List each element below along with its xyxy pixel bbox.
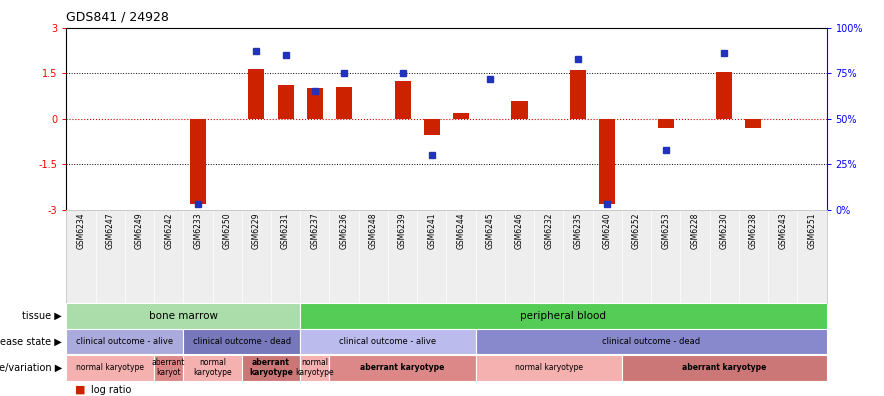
Text: GSM6228: GSM6228 (690, 213, 699, 249)
Text: normal karyotype: normal karyotype (514, 363, 583, 372)
Bar (453, 113, 469, 119)
Text: GSM6229: GSM6229 (252, 213, 261, 249)
Bar (621, 355, 827, 381)
Text: clinical outcome - alive: clinical outcome - alive (76, 337, 173, 346)
Text: clinical outcome - dead: clinical outcome - dead (602, 337, 700, 346)
Bar (512, 101, 528, 119)
Bar (476, 329, 827, 354)
Bar (658, 119, 674, 128)
Bar (570, 70, 586, 119)
Bar (154, 355, 183, 381)
Text: GSM6237: GSM6237 (310, 213, 319, 249)
Text: GSM6250: GSM6250 (223, 213, 232, 249)
Text: clinical outcome - alive: clinical outcome - alive (339, 337, 437, 346)
Text: clinical outcome - dead: clinical outcome - dead (193, 337, 291, 346)
Text: GSM6233: GSM6233 (194, 213, 202, 249)
Text: GSM6245: GSM6245 (486, 213, 495, 249)
Text: tissue ▶: tissue ▶ (22, 311, 62, 321)
Text: GSM6249: GSM6249 (135, 213, 144, 249)
Text: GSM6244: GSM6244 (456, 213, 466, 249)
Text: disease state ▶: disease state ▶ (0, 337, 62, 347)
Bar (241, 355, 301, 381)
Bar (278, 86, 293, 119)
Text: aberrant
karyotype: aberrant karyotype (249, 358, 293, 377)
Text: GSM6253: GSM6253 (661, 213, 670, 249)
Text: GSM6248: GSM6248 (369, 213, 377, 249)
Bar (183, 329, 301, 354)
Text: GSM6238: GSM6238 (749, 213, 758, 249)
Bar (394, 81, 410, 119)
Text: normal
karyotype: normal karyotype (194, 358, 232, 377)
Text: GSM6241: GSM6241 (427, 213, 437, 249)
Text: GSM6240: GSM6240 (603, 213, 612, 249)
Bar (190, 119, 206, 204)
Text: GSM6246: GSM6246 (515, 213, 524, 249)
Text: GSM6230: GSM6230 (720, 213, 728, 249)
Text: GSM6251: GSM6251 (807, 213, 817, 249)
Bar (183, 355, 241, 381)
Text: genotype/variation ▶: genotype/variation ▶ (0, 363, 62, 373)
Bar (66, 303, 301, 329)
Text: bone marrow: bone marrow (149, 311, 217, 321)
Text: GDS841 / 24928: GDS841 / 24928 (66, 11, 169, 24)
Bar (301, 329, 476, 354)
Bar (301, 303, 827, 329)
Text: log ratio: log ratio (91, 385, 132, 394)
Text: GSM6242: GSM6242 (164, 213, 173, 249)
Text: GSM6252: GSM6252 (632, 213, 641, 249)
Bar (716, 72, 732, 119)
Text: ■: ■ (75, 385, 86, 394)
Bar (336, 87, 352, 119)
Text: GSM6232: GSM6232 (545, 213, 553, 249)
Text: GSM6231: GSM6231 (281, 213, 290, 249)
Bar (248, 69, 264, 119)
Text: normal karyotype: normal karyotype (76, 363, 144, 372)
Text: normal
karyotype: normal karyotype (295, 358, 334, 377)
Bar (66, 329, 183, 354)
Bar (330, 355, 476, 381)
Bar (599, 119, 615, 204)
Bar (307, 88, 323, 119)
Text: GSM6234: GSM6234 (76, 213, 86, 249)
Text: aberrant
karyot: aberrant karyot (152, 358, 186, 377)
Text: GSM6239: GSM6239 (398, 213, 407, 249)
Text: GSM6247: GSM6247 (106, 213, 115, 249)
Bar (476, 355, 621, 381)
Text: GSM6236: GSM6236 (339, 213, 348, 249)
Bar (745, 119, 761, 128)
Text: GSM6243: GSM6243 (778, 213, 787, 249)
Text: peripheral blood: peripheral blood (521, 311, 606, 321)
Text: aberrant karyotype: aberrant karyotype (361, 363, 445, 372)
Text: GSM6235: GSM6235 (574, 213, 583, 249)
Text: aberrant karyotype: aberrant karyotype (682, 363, 766, 372)
Bar (66, 355, 154, 381)
Bar (423, 119, 440, 135)
Bar (301, 355, 330, 381)
